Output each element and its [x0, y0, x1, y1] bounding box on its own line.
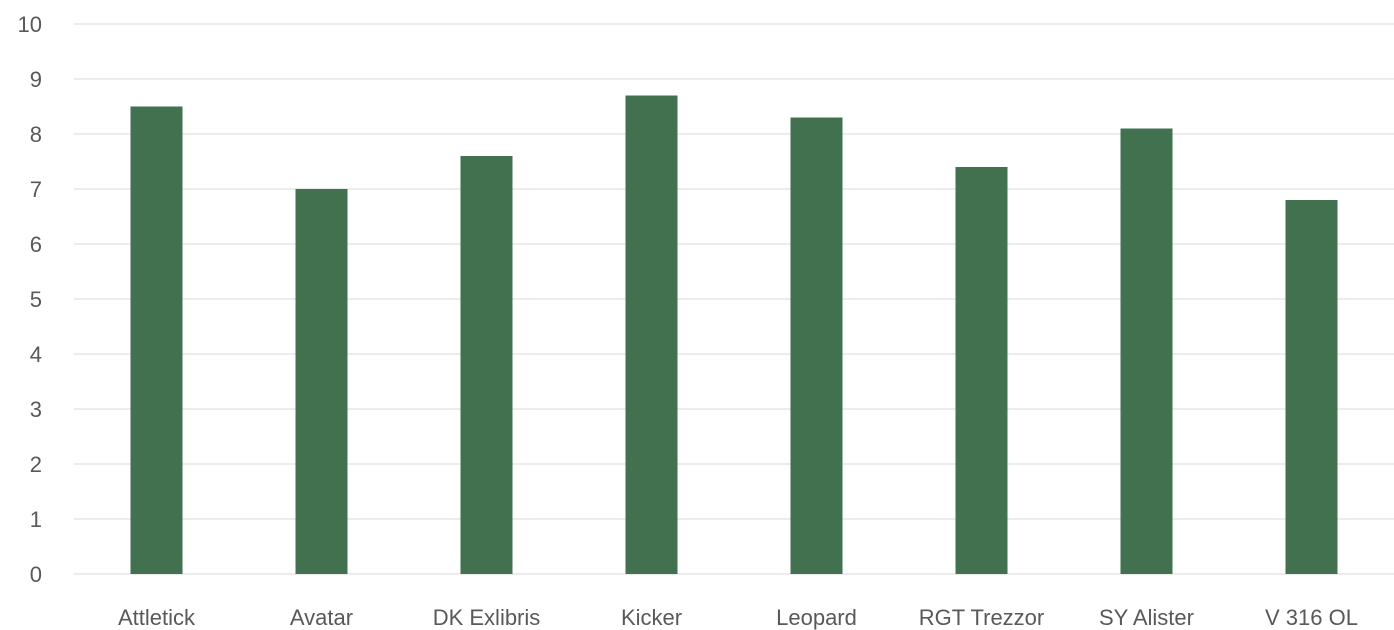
x-category-label: DK Exlibris — [433, 605, 541, 630]
y-tick-label: 1 — [30, 507, 42, 532]
y-tick-label: 5 — [30, 287, 42, 312]
y-tick-label: 10 — [18, 12, 42, 37]
y-tick-label: 6 — [30, 232, 42, 257]
bar-dk-exlibris — [460, 156, 513, 574]
bar-kicker — [625, 95, 678, 574]
x-category-label: SY Alister — [1099, 605, 1194, 630]
y-tick-label: 2 — [30, 452, 42, 477]
y-tick-label: 9 — [30, 67, 42, 92]
x-category-label: Leopard — [776, 605, 857, 630]
x-category-label: Attletick — [118, 605, 196, 630]
y-tick-label: 4 — [30, 342, 42, 367]
bar-attletick — [130, 106, 183, 574]
y-tick-label: 8 — [30, 122, 42, 147]
y-tick-label: 7 — [30, 177, 42, 202]
x-category-label: V 316 OL — [1265, 605, 1358, 630]
bar-rgt-trezzor — [955, 167, 1008, 574]
bar-sy-alister — [1120, 128, 1173, 574]
bar-avatar — [295, 189, 348, 574]
x-category-label: RGT Trezzor — [919, 605, 1045, 630]
x-category-label: Avatar — [290, 605, 353, 630]
x-axis-category-labels: Attletick Avatar DK Exlibris Kicker Leopard R… — [118, 605, 1358, 630]
y-tick-label: 3 — [30, 397, 42, 422]
bars — [130, 95, 1338, 574]
bar-v-316-ol — [1285, 200, 1338, 574]
y-tick-label: 0 — [30, 562, 42, 587]
bar-leopard — [790, 117, 843, 574]
x-category-label: Kicker — [621, 605, 682, 630]
y-axis-tick-labels: 0 1 2 3 4 5 6 7 8 9 10 — [18, 12, 42, 587]
gridlines — [74, 23, 1394, 575]
